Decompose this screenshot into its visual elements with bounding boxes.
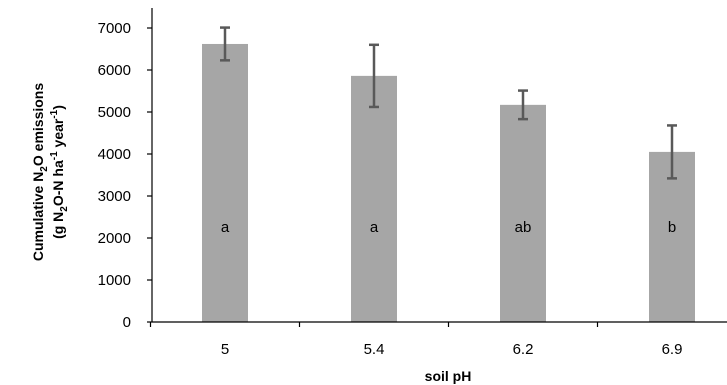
bars [202,43,695,323]
y-title-line1-sub: 2 [39,166,50,172]
y-tick-label: 2000 [98,230,131,247]
bar-6.9 [649,151,695,322]
y-title-line2-sup1: -1 [49,151,60,160]
x-tick-label: 6.9 [662,341,683,358]
error-bars [220,26,677,180]
significance-label: a [370,219,379,236]
significance-label: ab [515,219,532,236]
y-title-line1-a: Cumulative N [30,172,46,261]
x-tick-label: 5 [221,341,229,358]
y-axis-ticks: 0 1000 2000 3000 4000 5000 6000 7000 [98,20,152,331]
svg-text:Cumulative N2O emissions: Cumulative N2O emissions [30,83,50,262]
y-tick-label: 6000 [98,62,131,79]
y-title-line2-sup2: -1 [49,109,60,118]
significance-label: b [668,219,676,236]
y-title-line2-c: year [50,118,66,151]
y-tick-label: 5000 [98,104,131,121]
bar-5.4 [351,75,397,322]
y-tick-label: 0 [123,314,131,331]
svg-text:(g N2O-N ha-1 year-1): (g N2O-N ha-1 year-1) [49,105,70,239]
y-tick-label: 4000 [98,146,131,163]
y-axis-title: Cumulative N2O emissions (g N2O-N ha-1 y… [30,83,70,262]
y-title-line1-b: O emissions [30,83,46,166]
y-title-line2-a: (g N [50,212,66,239]
y-title-line2-d: ) [50,105,66,110]
y-title-line2-b: O-N ha [50,160,66,206]
y-title-line2-sub: 2 [59,206,70,212]
y-tick-label: 7000 [98,20,131,37]
y-tick-label: 3000 [98,188,131,205]
bar-labels: a a ab b [221,219,676,236]
x-tick-label: 6.2 [513,341,534,358]
bar-5 [202,43,248,323]
significance-label: a [221,219,230,236]
bar-6.2 [500,104,546,322]
y-tick-label: 1000 [98,272,131,289]
x-axis-title: soil pH [425,368,472,384]
x-axis-ticks: 5 5.4 6.2 6.9 [149,322,683,358]
x-tick-label: 5.4 [364,341,385,358]
